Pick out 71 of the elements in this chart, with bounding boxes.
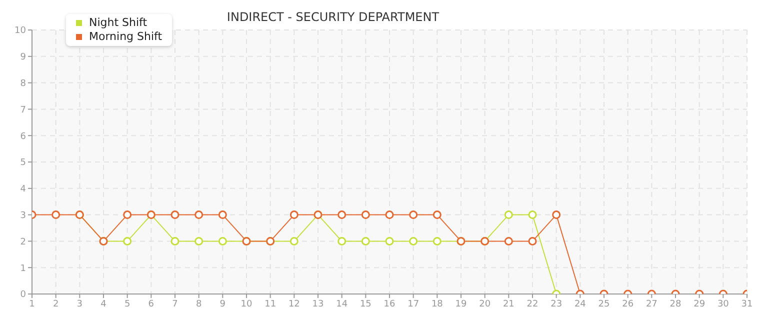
y-tick-label: 1 (20, 264, 26, 274)
x-tick-label: 5 (124, 299, 130, 310)
point (409, 210, 418, 220)
y-tick-label: 6 (20, 132, 26, 142)
x-tick-label: 9 (220, 299, 226, 310)
x-tick-label: 18 (431, 299, 444, 310)
point (528, 210, 537, 220)
y-tick-label: 3 (20, 210, 26, 221)
x-tick-label: 4 (100, 299, 107, 310)
point (528, 236, 537, 246)
x-tick-label: 26 (622, 299, 634, 310)
x-tick-label: 24 (574, 299, 586, 310)
point (361, 210, 370, 220)
x-tick-label: 23 (550, 299, 562, 310)
x-tick-label: 30 (717, 299, 730, 310)
point (194, 236, 204, 246)
x-tick-label: 6 (148, 299, 154, 310)
point (361, 236, 370, 246)
point (194, 210, 204, 220)
point (409, 236, 418, 246)
x-tick-label: 19 (455, 299, 467, 310)
point (385, 210, 394, 220)
point (290, 236, 298, 246)
x-tick-label: 8 (196, 299, 202, 310)
y-tick-label: 4 (20, 184, 26, 195)
point (218, 210, 227, 220)
x-tick-label: 21 (502, 299, 514, 310)
point (52, 210, 60, 220)
point (170, 236, 180, 246)
y-tick-label: 9 (20, 52, 26, 63)
x-tick-label: 31 (741, 299, 753, 310)
point (170, 210, 180, 220)
point (218, 236, 227, 246)
legend-label: Morning Shift (89, 30, 162, 44)
point (432, 210, 442, 220)
x-tick-label: 7 (172, 299, 178, 310)
x-tick-label: 15 (360, 299, 372, 310)
point (432, 236, 442, 246)
x-tick-label: 12 (288, 299, 300, 310)
point (123, 210, 132, 220)
x-tick-label: 2 (52, 299, 59, 310)
y-tick-label: 7 (20, 105, 26, 116)
x-tick-label: 27 (646, 299, 658, 310)
y-tick-label: 2 (20, 237, 26, 248)
point (552, 210, 561, 220)
point (123, 236, 132, 246)
x-tick-label: 11 (264, 299, 276, 310)
x-tick-label: 25 (598, 299, 610, 310)
x-tick-label: 14 (336, 299, 348, 310)
y-tick-label: 8 (20, 78, 26, 89)
point (504, 210, 513, 220)
x-tick-label: 20 (479, 299, 491, 310)
legend-label: Night Shift (89, 16, 148, 30)
point (338, 210, 346, 220)
x-tick-label: 10 (240, 299, 252, 310)
point (290, 210, 298, 220)
point (385, 236, 394, 246)
x-tick-label: 3 (76, 299, 83, 310)
point (338, 236, 346, 246)
point (504, 236, 513, 246)
y-tick-label: 5 (20, 158, 26, 168)
x-tick-label: 16 (384, 299, 396, 310)
x-tick-label: 13 (312, 299, 324, 310)
x-tick-label: 22 (526, 299, 538, 310)
y-tick-label: 0 (20, 290, 26, 300)
chart-title: INDIRECT - SECURITY DEPARTMENT (226, 10, 440, 24)
x-tick-label: 28 (670, 299, 682, 310)
x-tick-label: 1 (29, 299, 35, 310)
x-tick-label: 29 (694, 299, 706, 310)
x-tick-label: 17 (408, 299, 420, 310)
y-tick-label: 10 (14, 26, 26, 36)
